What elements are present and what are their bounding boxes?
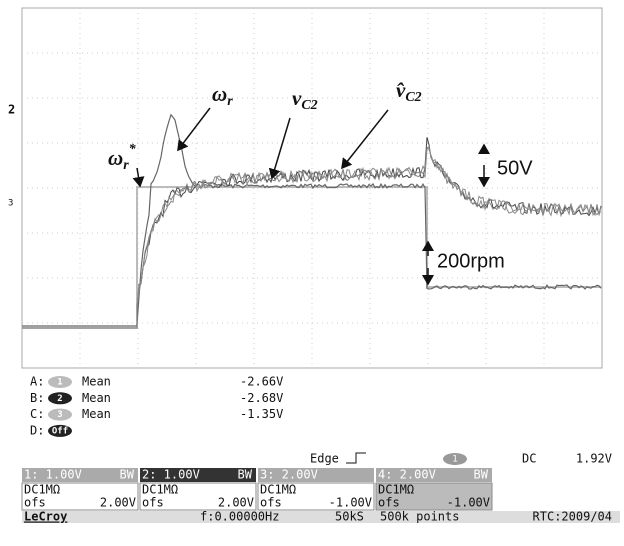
annotation-sub: r — [227, 94, 233, 109]
brand: LeCroy — [24, 510, 67, 524]
measurement-label: C: — [30, 407, 44, 421]
channel-offset: 2.00V — [100, 496, 136, 510]
annotation-symbol: ω — [108, 146, 123, 170]
measurement-stat: Mean — [82, 391, 111, 405]
status-bar — [22, 511, 620, 523]
trigger-mode: Edge — [310, 452, 339, 466]
scope-screen: ωr*ωrvC2v̂C2 50V 200rpm 2 3 A:1Mean-2.66… — [0, 0, 624, 546]
annotation-sub: r — [123, 158, 129, 173]
channel-scale: 3: 2.00V — [260, 468, 318, 482]
measurement-value: -1.35V — [240, 407, 283, 421]
channel-marker: 2 — [8, 103, 15, 117]
channel-coupling: DC1MΩ — [378, 483, 414, 497]
channel-id: 3 — [57, 410, 62, 420]
channel-offset: 2.00V — [218, 496, 254, 510]
annotation-sub: C2 — [405, 90, 421, 105]
measurement-stat: Mean — [82, 375, 111, 389]
frequency: f:0.00000Hz — [200, 510, 279, 524]
offset-label: ofs — [142, 496, 164, 510]
annotation-sub: C2 — [301, 98, 317, 113]
measurement-label: A: — [30, 375, 44, 389]
offset-label: ofs — [24, 496, 46, 510]
channel-bw: BW — [474, 468, 489, 482]
offset-label: ofs — [260, 496, 282, 510]
measurement-value: -2.68V — [240, 391, 283, 405]
channel-scale: 1: 1.00V — [24, 468, 82, 482]
points: 500k points — [380, 510, 459, 524]
channel-coupling: DC1MΩ — [142, 483, 178, 497]
channel-id: 1 — [57, 378, 62, 388]
channel-bw: BW — [238, 468, 253, 482]
scale-label: 50V — [497, 157, 533, 179]
offset-label: ofs — [378, 496, 400, 510]
channel-marker: 3 — [8, 199, 13, 209]
channel-offset: -1.00V — [329, 496, 372, 510]
trigger-level: 1.92V — [576, 452, 612, 466]
sample-rate: 50kS — [335, 510, 364, 524]
channel-id: 2 — [57, 394, 62, 404]
trigger-coupling: DC — [522, 452, 536, 466]
annotation-sup: * — [129, 142, 137, 157]
annotation-symbol: ω — [212, 82, 227, 106]
channel-scale: 2: 1.00V — [142, 468, 200, 482]
channel-id: Off — [52, 426, 68, 436]
channel-scale: 4: 2.00V — [378, 468, 436, 482]
measurement-label: D: — [30, 423, 44, 437]
trigger-source: 1 — [452, 455, 457, 465]
channel-coupling: DC1MΩ — [24, 483, 60, 497]
trigger-info: Edge 1 DC 1.92V — [310, 452, 612, 466]
scale-label: 200rpm — [437, 250, 505, 272]
measurement-value: -2.66V — [240, 375, 283, 389]
channel-bw: BW — [120, 468, 135, 482]
clock: RTC:2009/04 — [533, 510, 612, 524]
channel-coupling: DC1MΩ — [260, 483, 296, 497]
page: ωr*ωrvC2v̂C2 50V 200rpm 2 3 A:1Mean-2.66… — [0, 0, 624, 546]
measurement-stat: Mean — [82, 407, 111, 421]
measurement-label: B: — [30, 391, 44, 405]
channel-offset: -1.00V — [447, 496, 490, 510]
